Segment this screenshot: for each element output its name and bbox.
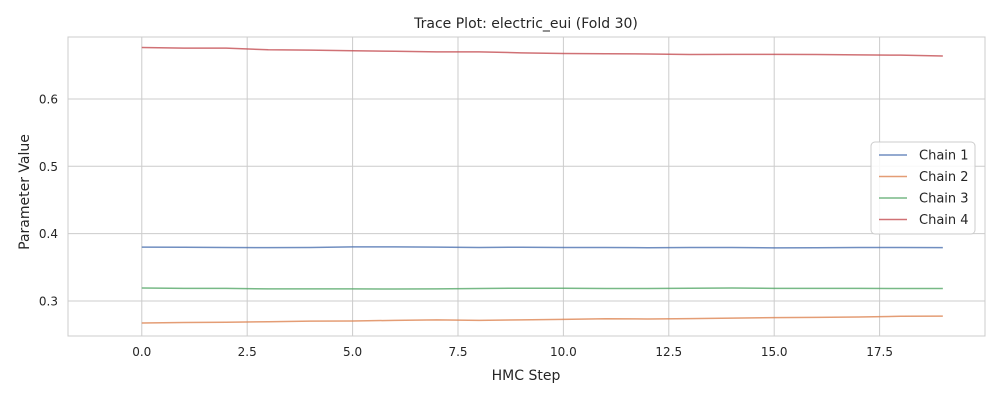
y-tick-labels: 0.3 0.4 0.5 0.6 — [39, 92, 58, 308]
legend-label-chain-3: Chain 3 — [919, 192, 969, 207]
x-tick-label: 5.0 — [343, 345, 362, 359]
y-tick-label: 0.4 — [39, 227, 58, 241]
series-line-chain-1 — [141, 246, 943, 249]
legend-items: Chain 1 Chain 2 Chain 3 Chain 4 — [879, 149, 969, 228]
chart-title: Trace Plot: electric_eui (Fold 30) — [413, 16, 638, 32]
series-line-chain-3 — [141, 287, 943, 290]
y-tick-label: 0.3 — [39, 294, 58, 308]
plot-area-frame — [67, 36, 986, 337]
x-tick-label: 7.5 — [448, 345, 467, 359]
series-line-chain-4 — [141, 46, 943, 57]
x-tick-label: 2.5 — [238, 345, 257, 359]
x-tick-label: 0.0 — [132, 345, 151, 359]
legend-label-chain-1: Chain 1 — [919, 149, 969, 164]
y-axis-label: Parameter Value — [17, 134, 33, 250]
legend-box — [870, 141, 976, 235]
grid-layer — [68, 37, 985, 336]
y-tick-label: 0.6 — [39, 92, 58, 106]
x-tick-label: 12.5 — [655, 345, 682, 359]
legend: Chain 1 Chain 2 Chain 3 Chain 4 — [870, 141, 976, 235]
x-axis-label: HMC Step — [492, 368, 561, 384]
y-tick-label: 0.5 — [39, 160, 58, 174]
series-layer — [141, 46, 943, 324]
legend-label-chain-4: Chain 4 — [919, 213, 969, 228]
x-tick-label: 10.0 — [550, 345, 577, 359]
legend-label-chain-2: Chain 2 — [919, 170, 969, 185]
x-tick-label: 15.0 — [761, 345, 788, 359]
x-tick-labels: 0.0 2.5 5.0 7.5 10.0 12.5 15.0 17.5 — [132, 345, 893, 359]
series-line-chain-2 — [141, 315, 943, 324]
x-tick-label: 17.5 — [866, 345, 893, 359]
